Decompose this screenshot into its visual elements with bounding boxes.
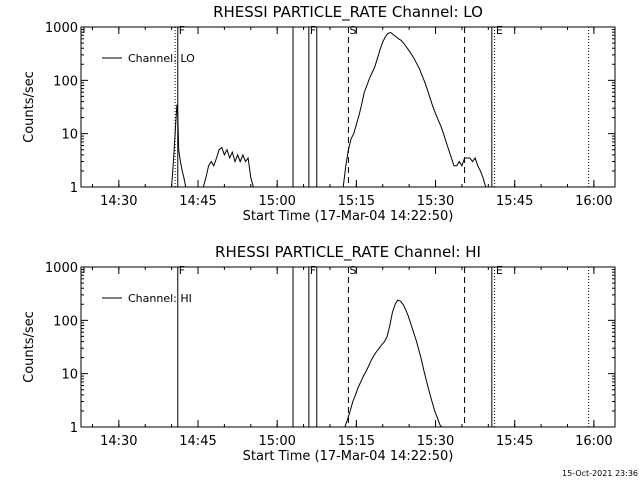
panel-lo-event-marker: S (349, 24, 356, 37)
panel-lo-y-tick-label: 100 (53, 74, 78, 89)
panel-hi-event-marker: F (179, 264, 185, 277)
panel-lo-x-tick-label: 15:45 (496, 194, 533, 209)
panel-hi-series-line (344, 299, 443, 428)
panel-hi-legend-label: Channel: HI (128, 292, 192, 305)
panel-lo-x-tick-label: 15:30 (417, 194, 454, 209)
panel-lo-x-axis-label: Start Time (17-Mar-04 14:22:50) (243, 209, 454, 224)
panel-lo-y-axis-label: Counts/sec (22, 71, 37, 143)
panel-lo-event-marker: F (310, 24, 316, 37)
panel-lo-x-tick-label: 16:00 (575, 194, 612, 209)
panel-hi-x-tick-label: 16:00 (575, 434, 612, 449)
panel-lo-x-tick-label: 15:15 (338, 194, 375, 209)
panel-hi-x-tick-label: 15:45 (496, 434, 533, 449)
panel-hi-title: RHESSI PARTICLE_RATE Channel: HI (215, 243, 481, 262)
panel-hi-x-tick-label: 15:00 (258, 434, 295, 449)
panel-hi-x-tick-label: 14:30 (100, 434, 137, 449)
panel-hi-y-axis-label: Counts/sec (22, 311, 37, 383)
panel-hi-y-tick-label: 100 (53, 314, 78, 329)
panel-hi-event-marker: F (310, 264, 316, 277)
panel-lo-x-tick-label: 14:30 (100, 194, 137, 209)
panel-hi-x-tick-label: 15:30 (417, 434, 454, 449)
panel-hi-x-tick-label: 15:15 (338, 434, 375, 449)
panel-hi-y-tick-label: 1000 (45, 261, 78, 276)
panel-lo-legend-label: Channel: LO (128, 52, 195, 65)
panel-hi-x-tick-label: 14:45 (179, 434, 216, 449)
panel-lo-y-tick-label: 1000 (45, 21, 78, 36)
panel-hi-y-tick-label: 1 (70, 421, 78, 436)
panel-hi-event-marker: S (349, 264, 356, 277)
panel-hi: RHESSI PARTICLE_RATE Channel: HI 14:30 14… (22, 243, 616, 464)
panel-lo-x-tick-label: 14:45 (179, 194, 216, 209)
panel-lo-title: RHESSI PARTICLE_RATE Channel: LO (213, 3, 483, 22)
panel-lo: RHESSI PARTICLE_RATE Channel: LO 14:30 14… (22, 3, 616, 224)
panel-lo-y-tick-label: 1 (70, 181, 78, 196)
panel-lo-y-tick-label: 10 (61, 128, 78, 143)
panel-lo-event-marker: E (496, 24, 503, 37)
panel-lo-series-line (171, 31, 487, 188)
panel-lo-x-tick-label: 15:00 (258, 194, 295, 209)
panel-hi-event-marker: E (496, 264, 503, 277)
footer-timestamp: 15-Oct-2021 23:36 (562, 469, 638, 478)
panel-hi-x-axis-label: Start Time (17-Mar-04 14:22:50) (243, 449, 454, 464)
panel-lo-event-marker: F (179, 24, 185, 37)
panel-hi-y-tick-label: 10 (61, 368, 78, 383)
